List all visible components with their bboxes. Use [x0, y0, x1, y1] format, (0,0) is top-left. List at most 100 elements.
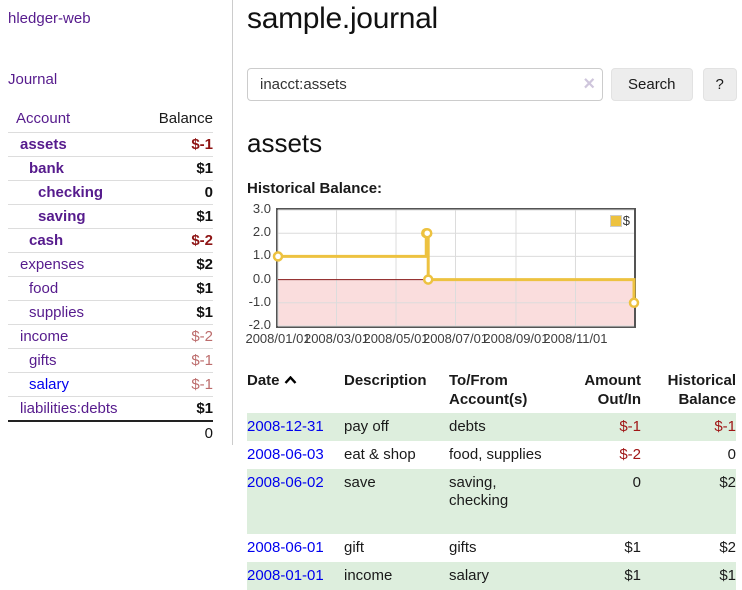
register-description: income — [344, 567, 393, 584]
account-row: gifts $-1 — [8, 348, 213, 373]
account-row: checking 0 — [8, 180, 213, 205]
register-row: 2008-06-03 eat & shop food, supplies $-2… — [247, 441, 736, 469]
chart-plot-area[interactable]: $ — [272, 208, 640, 328]
account-row: bank $1 — [8, 156, 213, 181]
legend-label: $ — [622, 213, 630, 228]
brand-link[interactable]: hledger-web — [8, 10, 91, 27]
account-row: assets $-1 — [8, 132, 213, 157]
chart-legend: $ — [609, 213, 630, 228]
account-balance: 0 — [145, 180, 213, 205]
register-description: eat & shop — [344, 446, 416, 463]
y-tick-label: 3.0 — [252, 201, 271, 216]
accounts-total-balance: 0 — [145, 420, 213, 445]
sidebar-item-journal[interactable]: Journal — [8, 71, 58, 88]
y-tick-label: 1.0 — [252, 247, 271, 263]
account-balance: $-2 — [145, 324, 213, 349]
account-link[interactable]: gifts — [29, 352, 57, 369]
account-balance: $1 — [145, 156, 213, 181]
register-amount: $1 — [624, 567, 641, 584]
help-button[interactable]: ? — [702, 68, 737, 101]
register-column-balance: Historical Balance — [667, 372, 736, 408]
account-row: food $1 — [8, 276, 213, 301]
register-balance: $1 — [719, 567, 736, 584]
chart-y-axis: 3.0 2.0 1.0 0.0 -1.0 -2.0 — [247, 201, 276, 349]
account-link[interactable]: income — [20, 328, 69, 345]
account-row: expenses $2 — [8, 252, 213, 277]
accounts-column-balance: Balance — [158, 110, 213, 127]
search-form: × Search ? — [247, 68, 737, 101]
account-row: cash $-2 — [8, 228, 213, 253]
register-accounts: debts — [449, 418, 486, 435]
legend-swatch — [609, 214, 622, 227]
register-accounts: salary — [449, 567, 490, 584]
search-button[interactable]: Search — [611, 68, 693, 101]
account-link[interactable]: bank — [29, 160, 65, 177]
y-tick-label: -2.0 — [248, 317, 271, 332]
account-balance: $2 — [145, 252, 213, 277]
account-balance: $-1 — [145, 132, 213, 157]
page-title: sample.journal — [247, 2, 438, 35]
register-date-link[interactable]: 2008-06-03 — [247, 446, 324, 463]
account-link[interactable]: expenses — [20, 256, 85, 273]
register-amount: $1 — [624, 539, 641, 556]
account-link[interactable]: assets — [20, 136, 67, 153]
accounts-total-row: 0 — [8, 420, 213, 445]
chart-title: Historical Balance: — [247, 180, 383, 197]
register-date-link[interactable]: 2008-06-01 — [247, 539, 324, 556]
accounts-header-row: Account Balance — [8, 107, 213, 133]
register-column-description: Description — [344, 372, 427, 389]
x-tick-label: 2008/11/01 — [543, 331, 608, 346]
y-tick-label: 0.0 — [252, 270, 271, 286]
account-balance: $1 — [145, 396, 213, 421]
register-amount: 0 — [632, 474, 641, 491]
main-content: sample.journal × Search ? assets Histori… — [233, 0, 737, 590]
x-tick-label: 2008/05/01 — [363, 331, 429, 346]
account-row: liabilities:debts $1 — [8, 396, 213, 421]
register-date-link[interactable]: 2008-06-02 — [247, 474, 324, 491]
x-tick-label: 2008/03/01 — [303, 331, 370, 346]
account-link[interactable]: checking — [38, 184, 104, 201]
chart-x-axis: 2008/01/01 2008/03/01 2008/05/01 2008/07/01… — [245, 331, 636, 349]
accounts-table: Account Balance assets $-1 bank $1 check… — [8, 107, 213, 445]
register-row: 2008-06-01 gift gifts $1 $2 — [247, 534, 736, 562]
account-link[interactable]: supplies — [29, 304, 85, 321]
search-box: × — [247, 68, 603, 101]
y-tick-label: -1.0 — [248, 293, 271, 309]
account-row: income $-2 — [8, 324, 213, 349]
account-balance: $-2 — [145, 228, 213, 253]
register-column-date[interactable]: Date — [247, 369, 344, 413]
account-row: supplies $1 — [8, 300, 213, 325]
register-accounts: saving, checking — [449, 474, 509, 509]
register-row: 2008-01-01 income salary $1 $1 — [247, 562, 736, 590]
register-header-row: Date Description To/From Account(s) Amou… — [247, 369, 736, 413]
register-description: pay off — [344, 418, 389, 435]
clear-search-icon[interactable]: × — [583, 73, 595, 95]
register-description: save — [344, 474, 376, 491]
register-description: gift — [344, 539, 365, 556]
chart-plot-column: $ 2008/01/01 2008/03/01 2008/05/01 2008/07/… — [245, 208, 640, 349]
account-link[interactable]: salary — [29, 376, 70, 393]
register-table: Date Description To/From Account(s) Amou… — [247, 369, 736, 590]
register-date-link[interactable]: 2008-12-31 — [247, 418, 324, 435]
accounts-column-account[interactable]: Account — [16, 110, 71, 127]
account-balance: $-1 — [145, 372, 213, 397]
account-heading: assets — [247, 128, 323, 158]
x-tick-label: 2008/07/01 — [422, 331, 489, 346]
account-balance: $1 — [145, 300, 213, 325]
accounts-body: assets $-1 bank $1 checking 0 saving $1 … — [8, 132, 213, 421]
x-tick-label: 2008/09/01 — [483, 331, 549, 346]
register-balance: 0 — [727, 446, 736, 463]
y-tick-label: 2.0 — [252, 224, 271, 240]
register-row: 2008-12-31 pay off debts $-1 $-1 — [247, 413, 736, 441]
search-input[interactable] — [247, 68, 603, 101]
register-balance: $2 — [719, 474, 736, 491]
account-link[interactable]: saving — [38, 208, 86, 225]
register-column-tofrom: To/From Account(s) — [449, 372, 528, 408]
account-link[interactable]: food — [29, 280, 59, 297]
x-tick-label: 2008/01/01 — [245, 331, 311, 346]
register-amount: $-2 — [619, 446, 641, 463]
account-link[interactable]: cash — [29, 232, 64, 249]
register-date-link[interactable]: 2008-01-01 — [247, 567, 324, 584]
account-link[interactable]: liabilities:debts — [20, 400, 118, 417]
